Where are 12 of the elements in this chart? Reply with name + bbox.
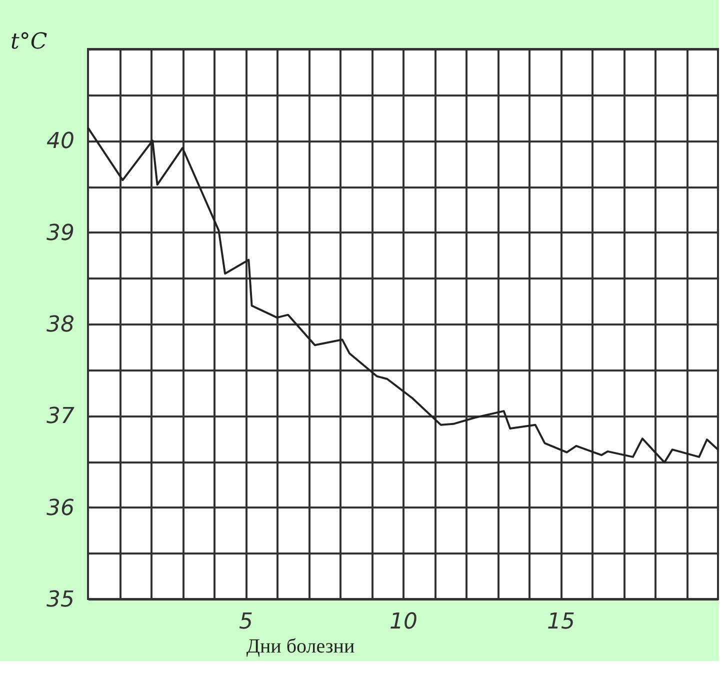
y-tick-label: 35 <box>46 588 74 612</box>
x-tick-label: 15 <box>547 610 575 634</box>
y-tick-label: 40 <box>46 129 74 154</box>
x-tick-label: 10 <box>390 610 418 634</box>
y-tick-label: 39 <box>46 220 74 246</box>
y-tick-label: 36 <box>46 496 74 521</box>
x-axis-title: Дни болезни <box>246 636 355 658</box>
line-series <box>87 126 719 464</box>
y-tick-label: 37 <box>46 404 74 430</box>
y-axis-title: t°C <box>10 30 48 54</box>
x-tick-label: 5 <box>239 610 253 634</box>
y-tick-label: 38 <box>46 312 74 338</box>
